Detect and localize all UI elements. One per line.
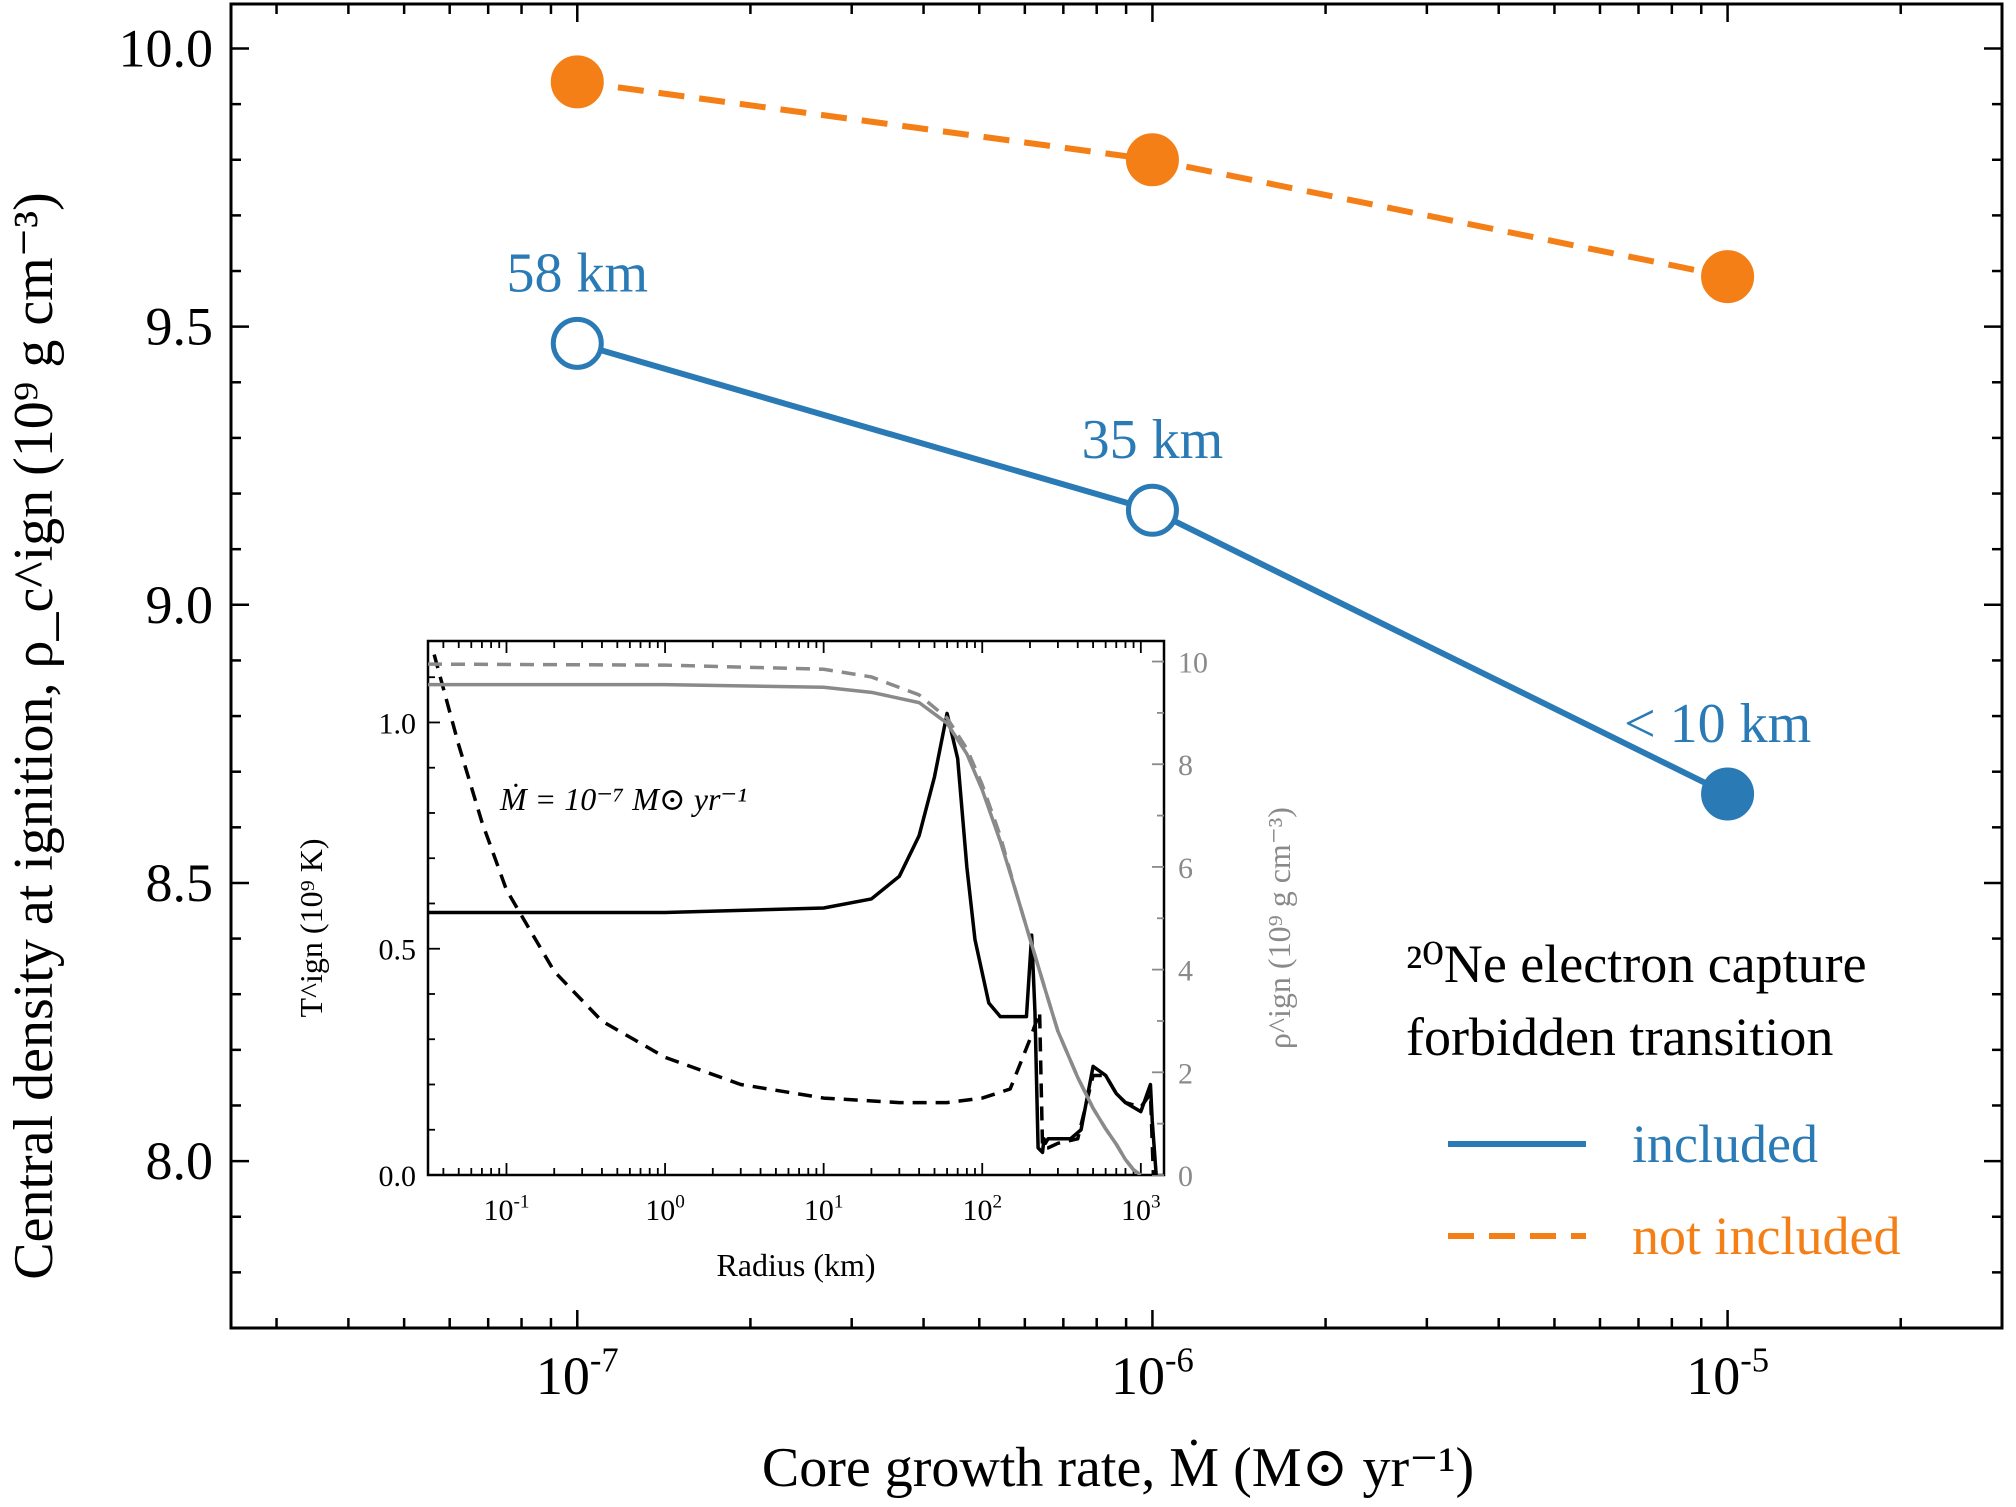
inset-x-axis-label: Radius (km) xyxy=(716,1247,875,1283)
inset-y-axis-label-left: T^ign (10⁹ K) xyxy=(293,838,329,1017)
inset-y-tick-label-right: 6 xyxy=(1178,852,1193,885)
inset-y-tick-label-right: 8 xyxy=(1178,749,1193,782)
inset-x-tick-label: 101 xyxy=(804,1191,844,1227)
inset-x-tick-label: 102 xyxy=(962,1191,1002,1227)
data-point-included xyxy=(1701,767,1755,821)
point-label: 35 km xyxy=(1082,409,1224,471)
legend-entry-label: included xyxy=(1632,1114,1818,1174)
inset-x-tick-label: 100 xyxy=(645,1191,685,1227)
inset-y-tick-label-left: 1.0 xyxy=(379,707,417,740)
legend-title-line1: ²⁰Ne electron capture xyxy=(1406,934,1867,994)
legend-title-line2: forbidden transition xyxy=(1406,1007,1833,1067)
x-axis-label: Core growth rate, Ṁ (M⊙ yr⁻¹) xyxy=(762,1437,1474,1499)
data-point-not-included xyxy=(1701,250,1755,304)
point-label: < 10 km xyxy=(1624,693,1811,755)
inset-y-tick-label-left: 0.5 xyxy=(379,934,417,967)
x-tick-label: 10-7 xyxy=(536,1341,619,1406)
inset-y-tick-label-right: 10 xyxy=(1178,647,1208,680)
plot-frame xyxy=(229,2,2004,1330)
inset-series-line-3 xyxy=(428,662,1142,1175)
x-tick-label: 10-6 xyxy=(1111,1341,1194,1406)
y-tick-label: 10.0 xyxy=(119,19,214,79)
y-tick-label: 8.5 xyxy=(146,853,214,913)
inset-series-line-1 xyxy=(432,654,1156,1175)
inset-y-axis-label-right: ρ^ign (10⁹ g cm⁻³) xyxy=(1261,807,1297,1049)
inset-plot: 10-1 100 101 102 103 0.0 0.5 1.0 0 2 4 6 8 10 Radius (… xyxy=(293,639,1297,1283)
legend-entry-label: not included xyxy=(1632,1206,1900,1266)
inset-x-tick-label: 10-1 xyxy=(483,1191,529,1227)
inset-y-tick-label-right: 2 xyxy=(1178,1057,1193,1090)
data-point-included xyxy=(1125,483,1179,537)
point-label: 58 km xyxy=(506,242,648,304)
inset-x-tick-label: 103 xyxy=(1121,1191,1161,1227)
x-tick-label: 10-5 xyxy=(1686,1341,1769,1406)
inset-annotation: Ṁ = 10⁻⁷ M⊙ yr⁻¹ xyxy=(499,781,747,817)
y-tick-label: 9.5 xyxy=(146,297,214,357)
y-tick-label: 8.0 xyxy=(146,1131,214,1191)
data-point-not-included xyxy=(1125,133,1179,187)
data-point-included xyxy=(550,316,604,370)
inset-y-tick-label-right: 0 xyxy=(1178,1160,1193,1193)
y-tick-label: 9.0 xyxy=(146,575,214,635)
inset-y-tick-label-left: 0.0 xyxy=(379,1160,417,1193)
inset-y-tick-label-right: 4 xyxy=(1178,955,1193,988)
data-point-not-included xyxy=(550,55,604,109)
y-axis-label: Central density at ignition, ρ_c^ign (10… xyxy=(3,192,65,1279)
